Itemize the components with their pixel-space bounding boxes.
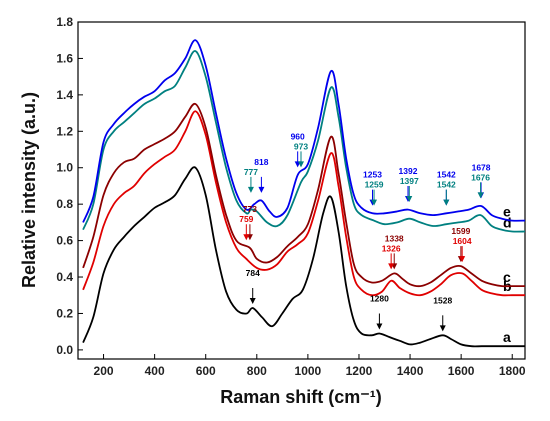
peak-arrow-head xyxy=(406,195,413,202)
y-tick-label: 1.4 xyxy=(56,88,73,102)
chart-marks: 200 400 600 800 1000 1200 1400 1600 1800 0.0 0.2 0.… xyxy=(56,15,526,378)
peak-arrow-head xyxy=(388,263,395,270)
x-tick-label: 1600 xyxy=(448,364,475,378)
x-tick-label: 1400 xyxy=(397,364,424,378)
peak-arrow-head xyxy=(249,297,256,304)
series-label-c: c xyxy=(503,269,511,285)
x-tick-label: 1200 xyxy=(346,364,373,378)
y-tick-label: 1.0 xyxy=(56,161,73,175)
x-tick-label: 200 xyxy=(94,364,114,378)
y-tick-label: 0.0 xyxy=(56,343,73,357)
x-tick-label: 800 xyxy=(247,364,267,378)
series-line-b xyxy=(82,110,525,297)
peak-label: 1392 xyxy=(399,166,418,176)
y-tick-label: 0.6 xyxy=(56,234,73,248)
x-axis-title: Raman shift (cm⁻¹) xyxy=(220,387,382,407)
y-tick-label: 1.6 xyxy=(56,51,73,65)
plot-area xyxy=(77,21,526,360)
y-axis-title: Relative intensity (a.u.) xyxy=(19,92,39,288)
peak-label: 1326 xyxy=(382,243,401,253)
peak-arrow-head xyxy=(243,234,250,241)
peak-arrow-head xyxy=(371,199,378,206)
x-tick-label: 400 xyxy=(145,364,165,378)
peak-label: 1542 xyxy=(437,180,456,190)
peak-arrow-head xyxy=(477,192,484,199)
y-tick-label: 1.2 xyxy=(56,124,73,138)
peak-label: 1676 xyxy=(471,172,490,182)
series-label-a: a xyxy=(503,329,511,345)
peak-label: 1253 xyxy=(363,170,382,180)
peak-arrow-head xyxy=(459,256,466,263)
peak-label: 1604 xyxy=(453,236,472,246)
peak-label: 1678 xyxy=(472,162,491,172)
peak-arrow-head xyxy=(376,323,383,330)
peak-arrow-head xyxy=(247,186,254,193)
peak-label: 784 xyxy=(246,268,260,278)
peak-label: 1280 xyxy=(370,293,389,303)
x-tick-label: 1000 xyxy=(295,364,322,378)
series-line-a xyxy=(82,166,525,348)
y-tick-label: 0.4 xyxy=(56,270,73,284)
x-tick-label: 1800 xyxy=(499,364,526,378)
y-tick-label: 0.2 xyxy=(56,306,73,320)
peak-arrow-head xyxy=(443,199,450,206)
series-line-e xyxy=(82,39,526,223)
peak-label: 1338 xyxy=(385,233,404,243)
peak-label: 1528 xyxy=(433,295,452,305)
series-line-c xyxy=(82,102,525,288)
peak-arrow-head xyxy=(258,186,265,193)
peak-label: 773 xyxy=(243,204,257,214)
peak-label: 1259 xyxy=(365,180,384,190)
peak-arrow-head xyxy=(297,161,304,168)
peak-label: 777 xyxy=(244,167,258,177)
y-tick-label: 0.8 xyxy=(56,197,73,211)
peak-arrow-head xyxy=(439,325,446,332)
peak-label: 973 xyxy=(294,141,308,151)
series-line-d xyxy=(82,50,526,233)
peak-label: 818 xyxy=(254,157,268,167)
peak-label: 1599 xyxy=(451,226,470,236)
y-tick-label: 1.8 xyxy=(56,15,73,29)
series-label-d: d xyxy=(503,214,512,230)
peak-label: 1397 xyxy=(400,176,419,186)
peak-label: 759 xyxy=(239,214,253,224)
peak-label: 960 xyxy=(291,131,305,141)
x-tick-label: 600 xyxy=(196,364,216,378)
series-label-e: e xyxy=(503,204,511,220)
peak-label: 1542 xyxy=(437,170,456,180)
